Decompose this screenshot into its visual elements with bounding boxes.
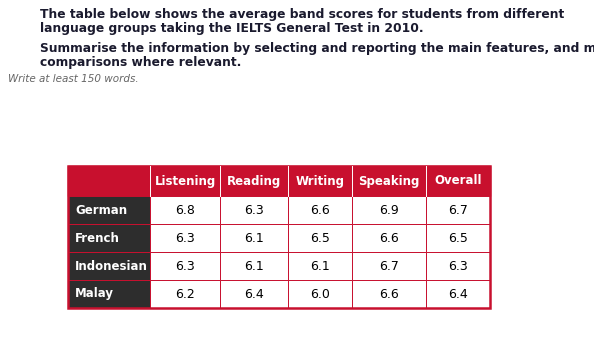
Text: German: German xyxy=(75,203,127,217)
Text: 6.3: 6.3 xyxy=(175,260,195,272)
FancyBboxPatch shape xyxy=(150,252,220,280)
Text: 6.4: 6.4 xyxy=(448,287,468,300)
Text: 6.3: 6.3 xyxy=(244,203,264,217)
Text: 6.1: 6.1 xyxy=(310,260,330,272)
FancyBboxPatch shape xyxy=(68,196,150,224)
FancyBboxPatch shape xyxy=(68,166,490,196)
Text: 6.6: 6.6 xyxy=(379,287,399,300)
FancyBboxPatch shape xyxy=(288,252,352,280)
FancyBboxPatch shape xyxy=(68,224,150,252)
Text: Writing: Writing xyxy=(295,174,345,188)
Text: 6.6: 6.6 xyxy=(310,203,330,217)
Text: 6.5: 6.5 xyxy=(310,232,330,245)
Text: 6.7: 6.7 xyxy=(379,260,399,272)
Text: 6.3: 6.3 xyxy=(175,232,195,245)
Text: The table below shows the average band scores for students from different: The table below shows the average band s… xyxy=(40,8,564,21)
FancyBboxPatch shape xyxy=(352,252,426,280)
Text: 6.7: 6.7 xyxy=(448,203,468,217)
FancyBboxPatch shape xyxy=(426,224,490,252)
Text: Overall: Overall xyxy=(434,174,482,188)
FancyBboxPatch shape xyxy=(220,196,288,224)
Text: language groups taking the IELTS General Test in 2010.: language groups taking the IELTS General… xyxy=(40,22,424,35)
FancyBboxPatch shape xyxy=(68,252,150,280)
Text: French: French xyxy=(75,232,120,245)
Text: comparisons where relevant.: comparisons where relevant. xyxy=(40,56,241,69)
Text: 6.5: 6.5 xyxy=(448,232,468,245)
Text: Write at least 150 words.: Write at least 150 words. xyxy=(8,74,138,84)
FancyBboxPatch shape xyxy=(68,280,150,308)
FancyBboxPatch shape xyxy=(426,196,490,224)
Text: 6.2: 6.2 xyxy=(175,287,195,300)
Text: Indonesian: Indonesian xyxy=(75,260,148,272)
Text: 6.6: 6.6 xyxy=(379,232,399,245)
FancyBboxPatch shape xyxy=(150,280,220,308)
FancyBboxPatch shape xyxy=(426,252,490,280)
FancyBboxPatch shape xyxy=(352,224,426,252)
Text: 6.0: 6.0 xyxy=(310,287,330,300)
FancyBboxPatch shape xyxy=(150,196,220,224)
Text: 6.1: 6.1 xyxy=(244,260,264,272)
FancyBboxPatch shape xyxy=(352,280,426,308)
FancyBboxPatch shape xyxy=(220,224,288,252)
Text: Summarise the information by selecting and reporting the main features, and make: Summarise the information by selecting a… xyxy=(40,42,594,55)
Text: 6.1: 6.1 xyxy=(244,232,264,245)
FancyBboxPatch shape xyxy=(288,196,352,224)
Text: Speaking: Speaking xyxy=(358,174,420,188)
FancyBboxPatch shape xyxy=(220,252,288,280)
Text: 6.9: 6.9 xyxy=(379,203,399,217)
FancyBboxPatch shape xyxy=(150,224,220,252)
FancyBboxPatch shape xyxy=(288,280,352,308)
Text: Listening: Listening xyxy=(154,174,216,188)
Text: 6.8: 6.8 xyxy=(175,203,195,217)
Text: 6.3: 6.3 xyxy=(448,260,468,272)
FancyBboxPatch shape xyxy=(426,280,490,308)
FancyBboxPatch shape xyxy=(288,224,352,252)
FancyBboxPatch shape xyxy=(220,280,288,308)
Text: Reading: Reading xyxy=(227,174,281,188)
Text: Malay: Malay xyxy=(75,287,114,300)
FancyBboxPatch shape xyxy=(352,196,426,224)
Text: 6.4: 6.4 xyxy=(244,287,264,300)
